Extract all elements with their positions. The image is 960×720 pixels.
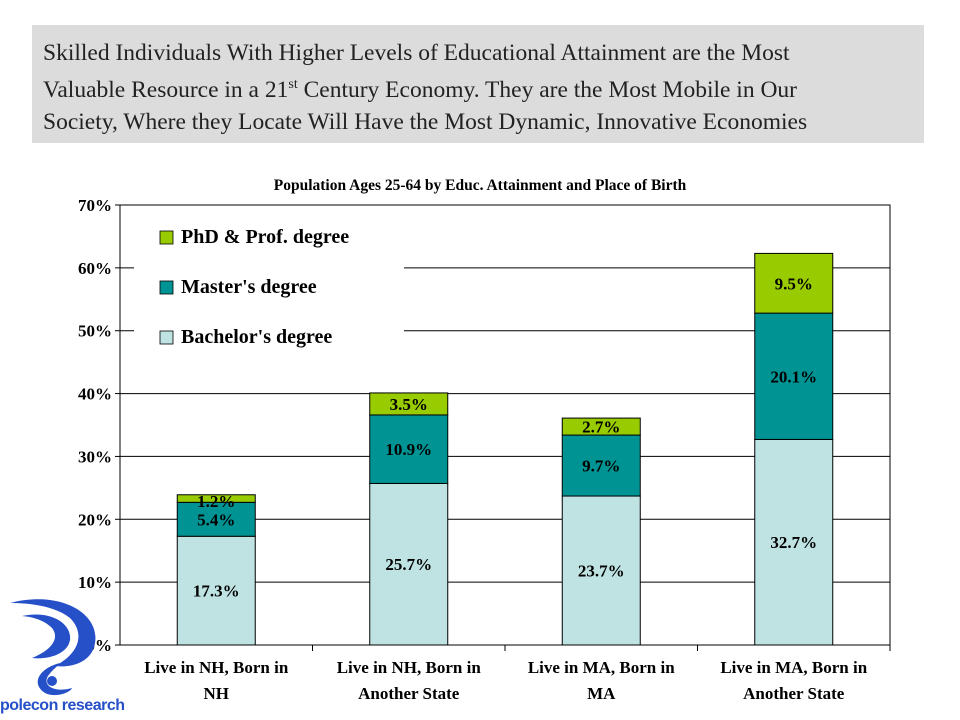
headline-line-3: Society, Where they Locate Will Have the… [43,108,808,135]
chart-title: Population Ages 25-64 by Educ. Attainmen… [274,177,687,194]
legend-label: PhD & Prof. degree [181,226,349,248]
bar-segment [369,392,449,416]
data-label: 3.5% [390,395,428,414]
data-label: 1.2% [197,492,235,511]
bar-segment [369,414,449,484]
y-tick-label: 60% [78,259,112,278]
legend-label: Master's degree [181,276,317,298]
y-tick-label: 10% [78,573,112,592]
x-tick-label: MA [587,684,616,703]
bar-segment [176,494,256,503]
legend-swatch [159,280,174,295]
legend-swatch [159,330,174,345]
data-label: 5.4% [197,510,235,529]
data-label: 25.7% [385,555,432,574]
bar-segment [561,434,641,497]
data-label: 20.1% [770,367,817,386]
data-label: 23.7% [578,562,625,581]
x-tick-label: Another State [743,684,845,703]
legend-swatch [159,230,174,245]
bar-segment [176,501,256,537]
bar-segment [369,482,449,646]
data-label: 9.7% [582,457,620,476]
data-label: 10.9% [385,440,432,459]
headline-text: Century Economy. They are the Most Mobil… [297,76,798,103]
x-tick-label: Live in MA, Born in [528,658,675,677]
x-tick-label: Live in NH, Born in [144,658,289,677]
headline-line-1: Skilled Individuals With Higher Levels o… [43,40,790,66]
headline-text: Valuable Resource in a 21 [43,76,289,103]
bar-segment [754,438,834,646]
bar-segment [561,417,641,436]
headline-sup: st [288,77,298,92]
headline-box: Skilled Individuals With Higher Levels o… [32,25,924,143]
data-label: 32.7% [770,533,817,552]
headline-line-2: Valuable Resource in a 21st Century Econ… [43,69,924,106]
y-tick-label: 40% [78,385,112,404]
polecon-logo-icon [10,599,96,696]
x-tick-label: Live in NH, Born in [337,658,482,677]
y-tick-label: 70% [78,196,112,215]
y-tick-label: 30% [78,447,112,466]
bar-segment [754,312,834,440]
bar-segment [561,495,641,646]
legend-box [134,214,404,364]
x-tick-label: Live in MA, Born in [720,658,867,677]
y-tick-label: 20% [78,510,112,529]
x-tick-label: Another State [358,684,460,703]
x-tick-label: NH [204,684,230,703]
data-label: 2.7% [582,418,620,437]
data-label: 17.3% [193,582,240,601]
legend-label: Bachelor's degree [181,326,332,348]
logo-text: polecon research [0,697,125,714]
y-tick-label: 50% [78,322,112,341]
bar-segment [176,535,256,646]
data-label: 9.5% [775,274,813,293]
bar-segment [754,252,834,314]
